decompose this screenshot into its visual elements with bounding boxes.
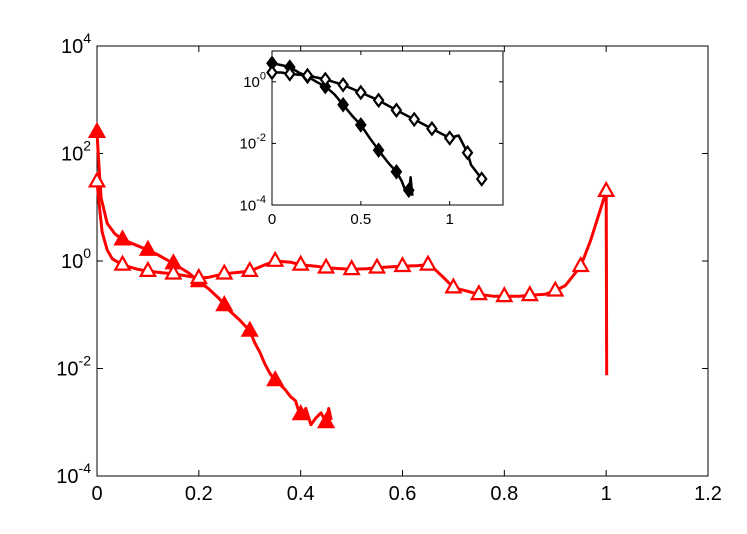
main-y-tick-label: 10-2 [56,353,91,381]
inset-x-tick-label: 1 [446,211,454,228]
inset-series-2-marker [372,92,385,109]
main-series-2-marker [164,263,183,280]
main-chart: 0 0.2 0.4 0.6 0.8 1 1.2 10-4 10-2 100 102 104 [56,30,722,505]
inset-series-1-marker [354,117,367,133]
inset-series-2-marker [354,84,367,101]
inset-series-1-marker [402,182,415,199]
main-series-2-marker [138,260,157,277]
inset-series-2-marker [390,102,403,119]
main-y-tick-label: 10-4 [56,460,91,488]
main-x-tick-label: 1.2 [694,483,722,505]
main-series-2-marker [597,180,616,197]
main-series-2-marker [469,284,488,301]
main-y-tick-label: 102 [61,138,91,166]
main-series-2-marker [240,260,259,277]
main-x-tick-label: 0.4 [287,483,315,505]
inset-series-1-marker [337,96,349,113]
inset-series-2-marker [337,76,349,93]
main-series-1-marker [291,404,310,421]
inset-axes-frame [271,50,504,206]
main-series-2-marker [546,280,565,297]
inset-series-2-marker [443,130,456,146]
main-series-2-marker [113,254,132,271]
inset-y-tick-label: 10-4 [240,194,266,215]
inset-series-2-marker [408,111,421,128]
main-series-2-marker [87,171,107,188]
main-series-1-marker [113,229,132,246]
main-series-2-marker [495,286,514,303]
inset-x-tick-label: 0 [268,211,276,228]
inset-series-2-marker [301,67,314,84]
main-x-tick-label: 0.8 [490,483,518,505]
main-series-2-marker [520,285,539,302]
main-series-2-marker [393,255,412,273]
main-series-2-marker [571,255,590,273]
inset-series-2-marker [475,171,488,187]
main-x-tick-label: 0.2 [185,483,213,505]
inset-series-1-marker [390,163,403,180]
main-series-2-marker [418,254,438,271]
main-series-2-marker [317,257,336,274]
main-series-2-marker [266,250,285,267]
main-series-2-marker [189,267,208,284]
inset-series-2-marker [426,120,438,137]
main-x-tick-label: 0.6 [389,483,417,505]
inset-series-2-marker [319,71,332,88]
main-series-2-marker [291,254,310,271]
main-series-1-marker [317,412,336,429]
main-series-1-marker [240,320,259,337]
main-series-2-marker [444,277,463,294]
main-series-2-marker [215,263,234,280]
main-x-tick-label: 0 [91,483,102,505]
main-series-1-marker [138,239,157,256]
main-series-1-marker [87,121,107,138]
main-y-tick-label: 104 [61,30,91,58]
inset-y-tick-label: 10-2 [240,132,266,153]
inset-series-2-marker [266,64,278,81]
inset-x-tick-label: 0.5 [350,211,371,228]
main-x-tick-label: 1 [601,483,612,505]
main-series-1-marker [215,295,234,312]
main-series-2-marker [342,259,361,276]
inset-y-tick-label: 100 [243,71,266,92]
inset-series-2-marker [283,66,296,82]
inset-chart: 0 0.5 1 10-4 10-2 100 [240,50,504,228]
inset-series-1-marker [372,142,385,159]
main-series-2-marker [367,257,387,274]
inset-series-2-marker [461,144,474,161]
main-series-1-marker [266,370,285,387]
main-y-tick-label: 100 [61,245,91,273]
